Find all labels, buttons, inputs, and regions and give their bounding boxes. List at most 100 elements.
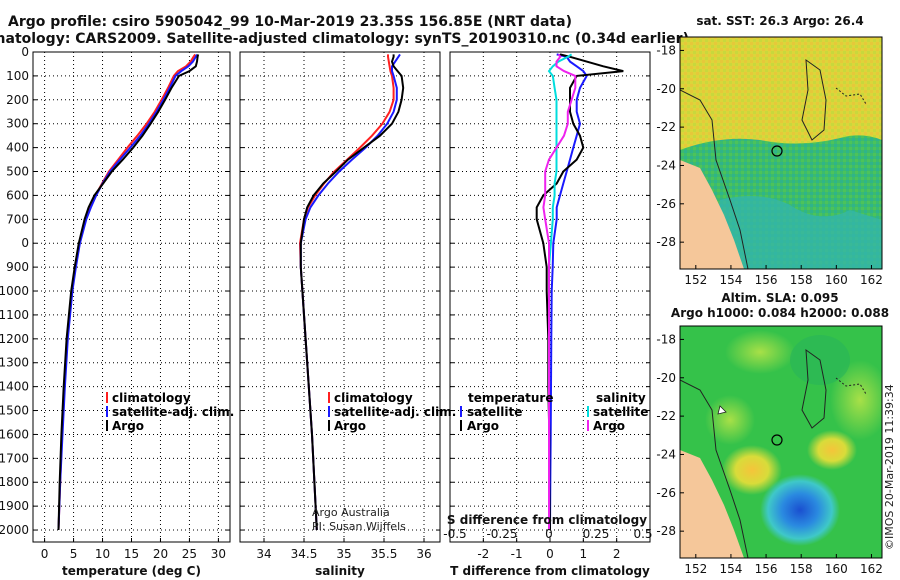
series-line-satellite-adj-clim-	[299, 53, 401, 531]
depth-tick-label: 600	[6, 188, 29, 202]
map-ytick-label: -28	[656, 524, 676, 538]
map-xtick-label: 158	[790, 562, 813, 576]
imos-stamp: ©IMOS 20-Mar-2019 11:39:34	[883, 384, 896, 550]
panelT-xtick-label: 0	[41, 547, 49, 561]
temperature-panel: 0100200300400500600700090010001100120013…	[0, 45, 234, 578]
legend-label: climatology	[334, 391, 413, 405]
panelS-xlabel: salinity	[315, 564, 365, 578]
depth-tick-label: 1900	[0, 499, 29, 513]
panelD-xtick-label: -2	[477, 547, 489, 561]
legend-label-temperature: satellite	[467, 405, 522, 419]
depth-tick-label: 0	[21, 45, 29, 59]
difference-panel: -2 -1 0 1 2 T difference from climatology -0.5…	[443, 51, 653, 578]
depth-tick-label: 2000	[0, 523, 29, 537]
map-xtick-label: 162	[860, 562, 883, 576]
depth-tick-label: 900	[6, 260, 29, 274]
depth-tick-label: 700	[6, 212, 29, 226]
map-ytick-label: -20	[656, 82, 676, 96]
legend-label-temperature: Argo	[467, 419, 499, 433]
map-xtick-label: 156	[755, 562, 778, 576]
legend-label-salinity: Argo	[593, 419, 625, 433]
sst-map	[680, 37, 882, 269]
note-argo-australia: Argo Australia	[312, 506, 390, 519]
depth-tick-label: 0	[21, 236, 29, 250]
map-xtick-label: 152	[684, 562, 707, 576]
legend-label: satellite-adj. clim.	[334, 405, 456, 419]
s-diff-xlabel: S difference from climatology	[447, 513, 647, 527]
panelT-xtick-label: 15	[124, 547, 139, 561]
map-ytick-label: -26	[656, 197, 676, 211]
depth-tick-label: 1800	[0, 475, 29, 489]
map-ytick-label: -18	[656, 43, 676, 57]
map-ytick-label: -22	[656, 409, 676, 423]
argo-position-marker-sla	[771, 434, 783, 446]
depth-tick-label: 1400	[0, 380, 29, 394]
series-line-temperature-satellite	[549, 53, 588, 531]
figure-title-line1: Argo profile: csiro 5905042_99 10-Mar-20…	[8, 14, 572, 30]
legend-label: satellite-adj. clim.	[112, 405, 234, 419]
s-diff-tick-label: -0.25	[486, 527, 517, 541]
depth-tick-label: 300	[6, 117, 29, 131]
map-xtick-label: 160	[825, 273, 848, 287]
panelS-xtick-label: 35	[336, 547, 351, 561]
series-line-salinity-argo	[542, 53, 577, 530]
series-line-satellite-adj-clim-	[57, 53, 198, 531]
map-xtick-label: 156	[755, 273, 778, 287]
depth-tick-label: 1200	[0, 332, 29, 346]
panelD-xtick-label: 1	[580, 547, 588, 561]
legend-label: climatology	[112, 391, 191, 405]
panelD-xtick-label: -1	[511, 547, 523, 561]
map-ytick-label: -28	[656, 235, 676, 249]
depth-tick-label: 400	[6, 141, 29, 155]
panelT-xtick-label: 25	[182, 547, 197, 561]
panelT-xtick-label: 30	[211, 547, 226, 561]
sla-map-title-line2: Argo h1000: 0.084 h2000: 0.088	[671, 306, 889, 320]
map-xtick-label: 160	[825, 562, 848, 576]
depth-tick-label: 1000	[0, 284, 29, 298]
s-diff-tick-label: 0	[545, 527, 553, 541]
map-xtick-label: 154	[719, 562, 742, 576]
panelT-xtick-label: 5	[70, 547, 78, 561]
argo-position-marker	[771, 145, 783, 157]
panelD-xlabel: T difference from climatology	[450, 564, 650, 578]
depth-tick-label: 1500	[0, 404, 29, 418]
sst-map-axes: 152 154 156 158 160 162 -18 -20 -22 -24 -26 -28	[656, 43, 883, 287]
s-diff-tick-label: -0.5	[443, 527, 466, 541]
figure-title-line2: Climatology: CARS2009. Satellite-adjuste…	[0, 31, 689, 47]
depth-tick-label: 200	[6, 93, 29, 107]
s-diff-tick-label: 0.5	[633, 527, 652, 541]
map-xtick-label: 154	[719, 273, 742, 287]
legend-label: Argo	[334, 419, 366, 433]
map-xtick-label: 162	[860, 273, 883, 287]
legend-label-salinity: satellite	[593, 405, 648, 419]
sst-map-title: sat. SST: 26.3 Argo: 26.4	[696, 14, 863, 28]
panelS-frame	[239, 51, 441, 543]
legend-temperature-title: temperature	[468, 391, 553, 405]
depth-tick-label: 1600	[0, 427, 29, 441]
legend-salinity-title: salinity	[596, 391, 646, 405]
series-line-argo	[57, 54, 200, 531]
map-ytick-label: -20	[656, 371, 676, 385]
depth-tick-label: 1700	[0, 451, 29, 465]
legend-label: Argo	[112, 419, 144, 433]
map-ytick-label: -24	[656, 158, 676, 172]
salinity-panel: 34 34.5 35 35.5 36 salinity climatologysatelli…	[239, 51, 456, 578]
panelS-xtick-label: 36	[416, 547, 431, 561]
sla-map-title-line1: Altim. SLA: 0.095	[721, 291, 838, 305]
series-line-climatology	[57, 53, 197, 531]
sla-land	[680, 450, 744, 558]
panelT-xtick-label: 10	[95, 547, 110, 561]
panelT-xlabel: temperature (deg C)	[62, 564, 201, 578]
map-ytick-label: -18	[656, 332, 676, 346]
s-diff-tick-label: 0.25	[583, 527, 610, 541]
map-ytick-label: -24	[656, 447, 676, 461]
depth-tick-label: 500	[6, 165, 29, 179]
depth-tick-label: 1100	[0, 308, 29, 322]
sla-map	[680, 326, 882, 558]
panelD-xtick-label: 2	[613, 547, 621, 561]
panelS-xtick-label: 35.5	[371, 547, 398, 561]
map-ytick-label: -26	[656, 486, 676, 500]
panelS-xtick-label: 34.5	[291, 547, 318, 561]
panelS-xtick-label: 34	[256, 547, 271, 561]
